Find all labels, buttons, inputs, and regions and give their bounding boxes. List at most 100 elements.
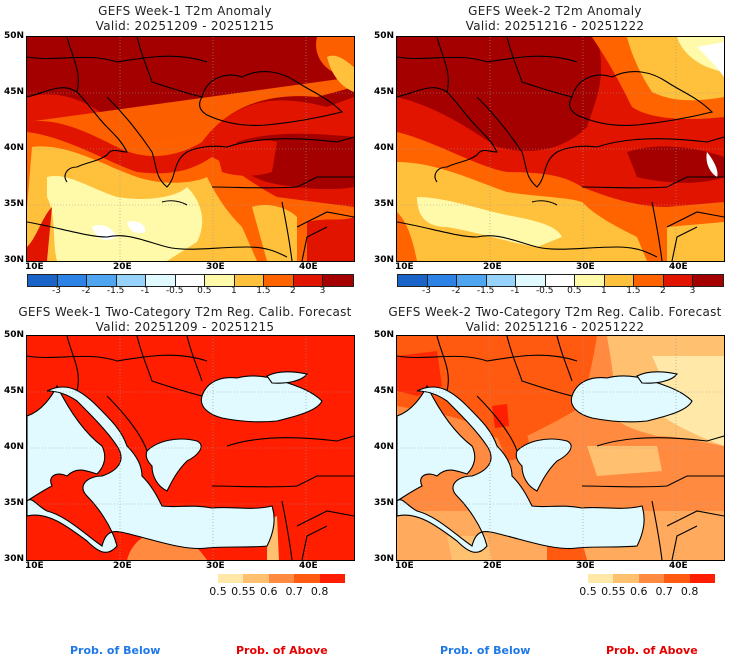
sea [397, 371, 693, 553]
prob-below-label: Prob. of Below [70, 644, 161, 657]
colorbar-label: -0.5 [535, 286, 554, 296]
colorbar-label: 0.7 [285, 585, 303, 598]
colorbar-swatch [398, 275, 428, 286]
colorbar-swatch [234, 275, 265, 286]
lat-label: 30N [3, 554, 24, 564]
lon-label: 40E [299, 561, 318, 571]
colorbar-swatch [243, 574, 269, 583]
lon-label: 30E [206, 262, 225, 272]
colorbar-swatch [57, 275, 88, 286]
borders [397, 336, 724, 560]
colorbar-swatch [293, 275, 324, 286]
colorbar-swatch [146, 275, 176, 286]
colorbar-label: 0.5 [197, 286, 212, 296]
borders [27, 336, 354, 560]
lat-label: 45N [3, 87, 24, 97]
anomaly-map[interactable] [396, 36, 725, 262]
anomaly-field [397, 37, 724, 261]
panel-valid-dates: Valid: 20251209 - 20251215 [95, 320, 275, 334]
lat-label: 45N [373, 386, 394, 396]
colorbar-label: 1.5 [626, 286, 641, 296]
colorbar-label: 2 [660, 286, 666, 296]
lon-label: 40E [299, 262, 318, 272]
lat-label: 30N [3, 255, 24, 265]
coastline [397, 37, 724, 261]
probability-colorbar [218, 574, 345, 583]
anomaly-colorbar [27, 274, 354, 287]
lon-label: 20E [483, 561, 502, 571]
lat-label: 50N [373, 330, 394, 340]
lat-label: 40N [373, 143, 394, 153]
anomaly-field [27, 37, 354, 261]
lon-label: 30E [576, 561, 595, 571]
lon-label: 10E [395, 262, 414, 272]
colorbar-label: -2 [81, 286, 91, 296]
colorbar-label: -1.5 [476, 286, 495, 296]
lat-label: 35N [373, 498, 394, 508]
lon-label: 20E [483, 262, 502, 272]
colorbar-label: 1 [600, 286, 607, 296]
colorbar-swatch [268, 574, 295, 583]
colorbar-label: 0.8 [680, 585, 699, 598]
colorbar-label: 0.7 [655, 585, 673, 598]
probability-field [27, 336, 354, 560]
colorbar-swatch [486, 275, 517, 286]
colorbar-swatch [664, 574, 690, 583]
colorbar-label: -1 [510, 286, 520, 296]
colorbar-swatch [175, 275, 206, 286]
anomaly-map[interactable] [26, 36, 355, 262]
colorbar-swatch [457, 275, 487, 286]
colorbar-label: -1 [140, 286, 150, 296]
lat-label: 30N [373, 554, 394, 564]
prob-below-label: Prob. of Below [440, 644, 531, 657]
colorbar-swatch [218, 574, 244, 583]
colorbar-label: 3 [689, 286, 696, 296]
colorbar-swatch [634, 275, 664, 286]
colorbar-swatch [427, 275, 458, 286]
prob-above-label: Prob. of Above [236, 644, 328, 657]
lat-label: 35N [373, 199, 394, 209]
panel-valid-dates: Valid: 20251216 - 20251222 [465, 19, 645, 33]
probability-field [397, 336, 724, 560]
colorbar-label: 0.6 [630, 585, 648, 598]
panel-title: GEFS Week-2 Two-Category T2m Reg. Calib.… [388, 305, 722, 319]
probability-colorbar [588, 574, 715, 583]
lon-label: 40E [669, 561, 688, 571]
lon-label: 10E [25, 561, 44, 571]
colorbar-swatch [516, 275, 546, 286]
panel-title: GEFS Week-1 Two-Category T2m Reg. Calib.… [18, 305, 352, 319]
colorbar-label: -2 [451, 286, 461, 296]
colorbar-label: -1.5 [106, 286, 125, 296]
lon-label: 10E [25, 262, 44, 272]
colorbar-swatch [588, 574, 614, 583]
lat-label: 50N [3, 31, 24, 41]
lon-label: 30E [206, 561, 225, 571]
lat-label: 35N [3, 498, 24, 508]
colorbar-label: 0.55 [231, 585, 256, 598]
colorbar-swatch [613, 574, 639, 583]
probability-map[interactable] [396, 335, 725, 561]
colorbar-swatch [545, 275, 576, 286]
colorbar-swatch [294, 574, 320, 583]
lat-label: 45N [3, 386, 24, 396]
colorbar-label: -3 [422, 286, 432, 296]
probability-map[interactable] [26, 335, 355, 561]
lat-label: 40N [373, 442, 394, 452]
panel-title: GEFS Week-2 T2m Anomaly [468, 4, 642, 18]
colorbar-swatch [28, 275, 58, 286]
colorbar-label: 3 [319, 286, 326, 296]
colorbar-swatch [638, 574, 665, 583]
lat-label: 35N [3, 199, 24, 209]
colorbar-label: 0.5 [579, 585, 597, 598]
lon-label: 30E [576, 262, 595, 272]
colorbar-label: 1.5 [256, 286, 271, 296]
lon-label: 40E [669, 262, 688, 272]
lat-label: 45N [373, 87, 394, 97]
colorbar-swatch [663, 275, 694, 286]
colorbar-swatch [689, 574, 715, 583]
lon-label: 20E [113, 262, 132, 272]
lat-label: 40N [3, 442, 24, 452]
coastline [27, 37, 354, 261]
colorbar-swatch [323, 275, 353, 286]
panel-title: GEFS Week-1 T2m Anomaly [98, 4, 272, 18]
